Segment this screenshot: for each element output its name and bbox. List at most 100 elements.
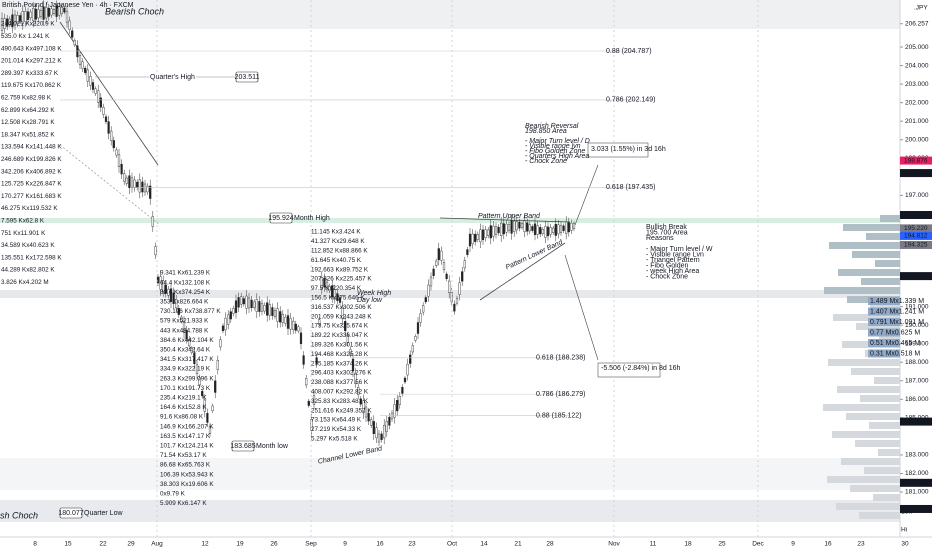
candle <box>500 222 503 236</box>
candle <box>383 425 386 439</box>
volume-label: 579 Kx521.933 K <box>160 318 209 325</box>
date-label: 30 <box>901 541 909 548</box>
candle <box>76 45 79 58</box>
candle <box>401 387 404 394</box>
note: - Major Turn level / D <box>525 138 590 145</box>
price-tag <box>900 156 932 165</box>
annotation: Bearish Choch <box>105 6 164 16</box>
candle <box>266 302 269 316</box>
date-label: 18 <box>684 541 692 548</box>
candle <box>271 307 274 316</box>
candle <box>406 364 409 376</box>
candle <box>89 75 92 86</box>
price-label: 187.000 <box>905 377 929 384</box>
candle <box>39 10 43 17</box>
candle <box>151 216 154 227</box>
candle <box>419 313 422 323</box>
candle <box>489 225 492 239</box>
volume-label: 189.326 Kx301.56 K <box>311 341 369 348</box>
candle <box>91 82 95 90</box>
volume-label: 112.852 Kx88.866 K <box>311 247 368 254</box>
candle <box>492 225 495 237</box>
candle <box>502 223 505 235</box>
annotation: Quarter Low <box>84 510 123 517</box>
price-tag <box>900 224 932 233</box>
profile-bar <box>836 503 900 510</box>
candle <box>411 345 414 353</box>
volume-label: 7.595 Kx62.8 K <box>1 217 45 224</box>
volume-label: 296.403 Kx302.276 K <box>311 370 372 377</box>
date-label: Sep <box>305 541 317 548</box>
volume-label: 0x9.79 K <box>160 490 186 497</box>
profile-tag <box>868 307 900 316</box>
price-tag-label: 192.645 <box>904 273 928 280</box>
price-tag <box>900 211 932 219</box>
profile-bar <box>861 278 900 285</box>
candle <box>442 262 446 270</box>
candle <box>247 297 251 309</box>
date-label: 15 <box>64 541 72 548</box>
date-label: 16 <box>824 541 832 548</box>
price-tag <box>900 417 932 426</box>
volume-label: 5.297 Kx5.518 K <box>311 435 358 442</box>
volume-label: 289.397 Kx333.67 K <box>1 70 59 77</box>
currency: .JPY <box>914 5 928 12</box>
price-label: 182.000 <box>905 470 929 477</box>
profile-bar <box>832 431 900 438</box>
candle <box>138 179 141 193</box>
price-label: 205.000 <box>905 44 929 51</box>
volume-label: 163.5 Kx147.17 K <box>160 433 211 440</box>
candle <box>305 378 308 386</box>
price-label: 206.257 <box>905 20 929 27</box>
price-box <box>59 507 83 519</box>
candle <box>201 391 204 397</box>
volume-label: 12.508 Kx28.791 K <box>1 119 55 126</box>
date-label: Aug <box>151 541 163 548</box>
candle <box>141 181 144 193</box>
price-tag <box>900 504 932 513</box>
candle <box>16 15 19 24</box>
candle <box>565 221 568 234</box>
candle <box>526 222 529 232</box>
candle <box>73 40 76 46</box>
candle <box>193 352 196 365</box>
profile-tag <box>868 349 900 358</box>
candle <box>440 250 443 261</box>
volume-label: 125.725 Kx226.847 K <box>1 181 62 188</box>
zone <box>0 290 900 298</box>
candle <box>549 227 552 235</box>
candle <box>539 227 542 235</box>
price-tag <box>900 478 932 487</box>
date-label: 26 <box>270 541 278 548</box>
candle <box>32 8 35 22</box>
hi: Hi <box>901 527 907 534</box>
annotation: Day low <box>357 297 383 304</box>
zone <box>0 458 900 490</box>
candle <box>409 354 412 364</box>
volume-label: 5.909 Kx6.147 K <box>160 500 207 507</box>
candle <box>58 6 61 16</box>
profile-bar <box>828 359 900 366</box>
candle <box>24 11 27 22</box>
volume-label: 71.54 Kx53.17 K <box>160 452 207 459</box>
profile-bar <box>846 413 900 420</box>
candle <box>224 317 227 331</box>
trend-line <box>59 144 161 226</box>
profile-bar <box>824 287 900 294</box>
candle <box>494 226 498 235</box>
candle <box>515 221 518 231</box>
date-label: Dec <box>752 541 764 548</box>
candle <box>154 246 157 256</box>
volume-label: 341.5 Kx317.417 K <box>160 356 214 363</box>
candle <box>476 233 479 240</box>
candle <box>458 282 461 295</box>
price-label: 202.000 <box>905 99 929 106</box>
pattern-line <box>479 242 566 301</box>
date-label: 9 <box>791 541 795 548</box>
candle <box>237 297 240 308</box>
candle <box>55 5 58 17</box>
note: - Visible range lvn <box>525 143 581 150</box>
candle <box>63 7 66 13</box>
volume-label: 194.468 Kx325.28 K <box>311 351 369 358</box>
volume-label: 88.4 Kx374.254 K <box>160 289 211 296</box>
